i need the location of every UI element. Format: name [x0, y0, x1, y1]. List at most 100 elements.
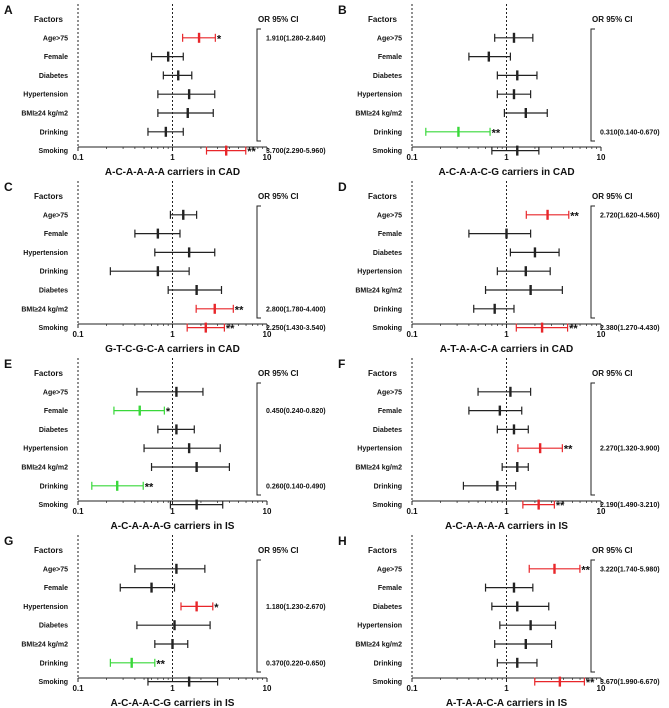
x-tick-label: 1 — [504, 153, 509, 162]
factor-label: Age>75 — [377, 566, 402, 573]
factor-label: Female — [44, 408, 68, 415]
x-tick-label: 0.1 — [72, 507, 84, 516]
or-ci-header: OR 95% CI — [258, 369, 298, 378]
or-ci-header: OR 95% CI — [592, 192, 632, 201]
forest-panel-C: C Factors OR 95% CI 0.1 1 10 G-T-C-G-C-A carri… — [4, 180, 326, 355]
factor-label: Age>75 — [43, 566, 68, 573]
factor-label: Smoking — [38, 679, 68, 686]
x-tick-label: 10 — [263, 684, 272, 693]
significance-stars: * — [214, 602, 219, 614]
factor-label: BMI≥24 kg/m2 — [21, 111, 68, 118]
factors-header: Factors — [34, 192, 63, 201]
factor-label: BMI≥24 kg/m2 — [21, 642, 68, 649]
or-ci-value: 0.450(0.240-0.820) — [266, 408, 326, 415]
factors-header: Factors — [368, 192, 397, 201]
factor-label: Smoking — [372, 502, 402, 509]
factor-label: BMI≥24 kg/m2 — [355, 642, 402, 649]
factor-label: Diabetes — [39, 427, 68, 434]
factor-label: Smoking — [372, 325, 402, 332]
x-axis-title: A-C-A-A-A-A carriers in CAD — [105, 167, 240, 178]
factor-label: Drinking — [40, 483, 68, 490]
x-tick-label: 1 — [504, 684, 509, 693]
x-axis-title: G-T-C-G-C-A carriers in CAD — [105, 344, 240, 355]
x-tick-label: 10 — [597, 153, 606, 162]
or-bracket — [590, 559, 595, 673]
forest-panel-D: D Factors OR 95% CI 0.1 1 10 A-T-A-A-C-A carri… — [338, 180, 660, 355]
or-ci-value: 2.270(1.320-3.900) — [600, 446, 660, 453]
factor-label: Diabetes — [373, 250, 402, 257]
or-ci-header: OR 95% CI — [258, 192, 298, 201]
factor-label: BMI≥24 kg/m2 — [355, 111, 402, 118]
or-ci-value: 2.720(1.620-4.560) — [600, 212, 660, 219]
or-ci-value: 0.370(0.220-0.650) — [266, 660, 326, 667]
factor-label: Female — [378, 54, 402, 61]
x-tick-label: 0.1 — [406, 684, 418, 693]
or-bracket — [256, 382, 261, 496]
x-axis-title: A-C-A-A-A-G carriers in IS — [111, 521, 235, 532]
factor-label: Female — [44, 231, 68, 238]
factor-label: Drinking — [40, 269, 68, 276]
or-ci-value: 0.260(0.140-0.490) — [266, 483, 326, 490]
significance-stars: * — [217, 33, 222, 45]
or-ci-value: 3.670(1.990-6.670) — [600, 679, 660, 686]
panel-letter: A — [4, 3, 13, 17]
panel-letter: H — [338, 534, 347, 548]
factor-label: Smoking — [38, 148, 68, 155]
factor-label: Drinking — [374, 306, 402, 313]
significance-stars: ** — [235, 304, 244, 316]
significance-stars: ** — [581, 564, 590, 576]
factor-label: Drinking — [374, 660, 402, 667]
factor-label: Diabetes — [373, 427, 402, 434]
factors-header: Factors — [34, 546, 63, 555]
or-bracket — [256, 559, 261, 673]
factor-label: Age>75 — [43, 35, 68, 42]
significance-stars: ** — [492, 127, 501, 139]
factor-label: Age>75 — [43, 212, 68, 219]
x-axis-title: A-C-A-A-C-G carriers in CAD — [438, 167, 574, 178]
x-tick-label: 10 — [597, 330, 606, 339]
forest-panel-H: H Factors OR 95% CI 0.1 1 10 A-T-A-A-C-A carri… — [338, 534, 660, 708]
significance-stars: ** — [570, 210, 579, 222]
factor-label: Hypertension — [357, 92, 402, 99]
or-bracket — [256, 28, 261, 142]
factor-label: Hypertension — [357, 446, 402, 453]
x-axis-title: A-C-A-A-A-A carriers in IS — [445, 521, 568, 532]
factor-label: Age>75 — [43, 389, 68, 396]
factor-label: Diabetes — [373, 604, 402, 611]
or-ci-value: 2.380(1.270-4.430) — [600, 325, 660, 332]
factor-label: Smoking — [38, 325, 68, 332]
factor-label: BMI≥24 kg/m2 — [21, 306, 68, 313]
significance-stars: ** — [226, 323, 235, 335]
factor-label: BMI≥24 kg/m2 — [355, 288, 402, 295]
factor-label: Hypertension — [23, 250, 68, 257]
x-tick-label: 1 — [504, 330, 509, 339]
panel-letter: D — [338, 180, 347, 194]
factor-label: Age>75 — [377, 389, 402, 396]
factor-label: Smoking — [38, 502, 68, 509]
factor-label: Hypertension — [357, 623, 402, 630]
factor-label: Female — [378, 408, 402, 415]
panel-letter: C — [4, 180, 13, 194]
or-ci-value: 3.220(1.740-5.980) — [600, 566, 660, 573]
x-axis-title: A-C-A-A-C-G carriers in IS — [111, 698, 235, 708]
or-ci-value: 2.190(1.490-3.210) — [600, 502, 660, 509]
factor-label: Diabetes — [39, 73, 68, 80]
or-ci-value: 2.250(1.430-3.540) — [266, 325, 326, 332]
x-tick-label: 1 — [170, 153, 175, 162]
or-ci-header: OR 95% CI — [258, 15, 298, 24]
x-tick-label: 1 — [170, 507, 175, 516]
panel-letter: E — [4, 357, 12, 371]
factor-label: Age>75 — [377, 35, 402, 42]
or-ci-value: 0.310(0.140-0.670) — [600, 129, 660, 136]
factor-label: Female — [44, 585, 68, 592]
factor-label: Smoking — [372, 148, 402, 155]
or-ci-header: OR 95% CI — [258, 546, 298, 555]
x-tick-label: 0.1 — [72, 684, 84, 693]
factor-label: Female — [378, 231, 402, 238]
x-tick-label: 0.1 — [72, 153, 84, 162]
factors-header: Factors — [34, 15, 63, 24]
or-ci-value: 1.180(1.230-2.670) — [266, 604, 326, 611]
panel-letter: G — [4, 534, 13, 548]
factor-label: Smoking — [372, 679, 402, 686]
